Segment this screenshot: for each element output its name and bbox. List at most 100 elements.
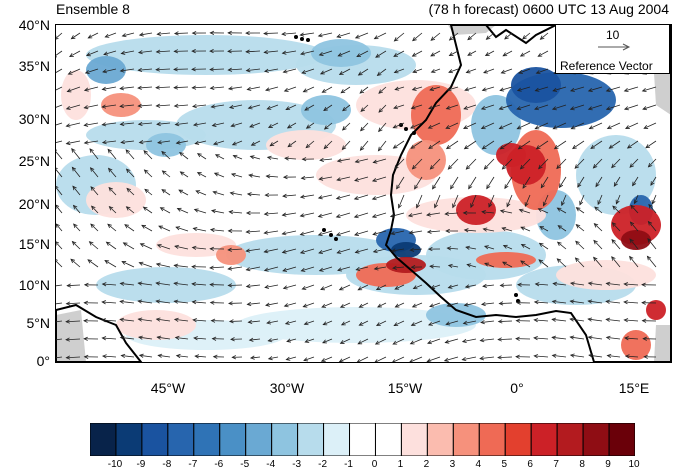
wind-vector [119, 281, 135, 286]
wind-vector [196, 153, 207, 160]
wind-vector [103, 50, 117, 56]
wind-vector [497, 355, 513, 360]
wind-vector [623, 282, 639, 287]
wind-vector [410, 320, 423, 326]
wind-vector [246, 301, 261, 307]
wind-vector [318, 266, 333, 272]
wind-vector [247, 104, 261, 110]
anomaly-patch [411, 85, 461, 145]
anomaly-patch [476, 252, 536, 268]
wind-vector [281, 50, 297, 55]
wind-vector [173, 281, 189, 286]
wind-vector [408, 230, 423, 235]
wind-vector [122, 242, 135, 250]
wind-vector [56, 68, 63, 73]
wind-vector [393, 32, 405, 42]
wind-vector [319, 157, 333, 162]
wind-vector [407, 212, 423, 218]
wind-vector [173, 49, 189, 54]
wind-vector [137, 85, 153, 90]
wind-vector [428, 140, 441, 150]
wind-vector [608, 140, 621, 149]
wind-vector [210, 318, 225, 323]
colorbar-tick-label: 6 [527, 459, 533, 470]
wind-vector [577, 176, 585, 188]
lon-tick-label: 45°W [150, 380, 186, 396]
wind-vector [56, 104, 63, 108]
map-canvas [56, 25, 671, 362]
wind-vector [264, 284, 279, 289]
wind-vector [66, 86, 81, 93]
wind-vector [299, 230, 315, 236]
wind-vector [520, 243, 531, 250]
wind-vector [56, 259, 63, 268]
land-mask [56, 310, 86, 362]
wind-vector [56, 320, 63, 323]
forecast-time-title: (78 h forecast) 0600 UTC 13 Aug 2004 [428, 1, 669, 17]
wind-vector [516, 122, 531, 130]
colorbar-tick-label: 10 [628, 459, 640, 470]
wind-vector [605, 104, 621, 111]
wind-vector [193, 122, 207, 127]
wind-vector [214, 154, 225, 160]
anomaly-patch [576, 135, 656, 215]
wind-vector [173, 31, 189, 36]
wind-vector [282, 68, 297, 74]
wind-vector [463, 228, 477, 233]
wind-vector [501, 226, 513, 232]
lon-tick-label: 15°W [387, 380, 423, 396]
wind-vector [266, 155, 279, 160]
wind-vector [482, 227, 495, 232]
wind-vector [551, 353, 567, 358]
wind-vector [396, 176, 405, 190]
wind-vector [245, 210, 261, 216]
wind-vector [138, 140, 153, 145]
wind-vector [209, 67, 225, 72]
wind-vector [89, 148, 99, 160]
wind-vector [318, 176, 333, 181]
wind-vector [83, 318, 99, 323]
wind-vector [605, 86, 621, 93]
wind-vector [483, 158, 495, 170]
wind-vector [465, 68, 477, 74]
wind-vector [623, 336, 639, 341]
wind-vector [410, 122, 423, 129]
wind-vector [337, 266, 351, 272]
wind-vector [173, 299, 189, 304]
wind-vector [336, 248, 351, 254]
wind-vector [126, 187, 135, 196]
wind-vector [300, 175, 315, 180]
wind-vector [90, 223, 99, 232]
wind-vector [374, 338, 387, 345]
wind-vector [538, 259, 549, 268]
wind-vector [445, 320, 459, 326]
wind-vector [194, 354, 207, 359]
wind-vector [125, 206, 135, 214]
colorbar-tick-label: 1 [397, 459, 404, 470]
wind-vector [409, 356, 423, 362]
island-marker [404, 127, 408, 131]
wind-vector [357, 284, 369, 291]
wind-vector [107, 223, 117, 232]
wind-vector [612, 205, 621, 214]
wind-vector [269, 140, 279, 147]
wind-vector [539, 226, 549, 232]
wind-vector [356, 356, 369, 362]
wind-vector [211, 122, 225, 127]
wind-vector [354, 248, 369, 254]
wind-vector [341, 122, 351, 131]
wind-vector [522, 176, 531, 189]
land-mask [654, 325, 671, 362]
wind-vector [101, 300, 117, 305]
wind-vector [87, 32, 99, 39]
wind-vector [377, 302, 387, 308]
wind-vector [611, 256, 621, 268]
wind-vector [56, 302, 63, 305]
wind-vector [533, 354, 549, 359]
wind-vector [429, 264, 441, 269]
wind-vector [481, 140, 495, 150]
wind-vector [561, 194, 567, 207]
wind-vector [535, 68, 549, 75]
wind-vector [108, 206, 117, 214]
wind-vector [173, 317, 189, 322]
